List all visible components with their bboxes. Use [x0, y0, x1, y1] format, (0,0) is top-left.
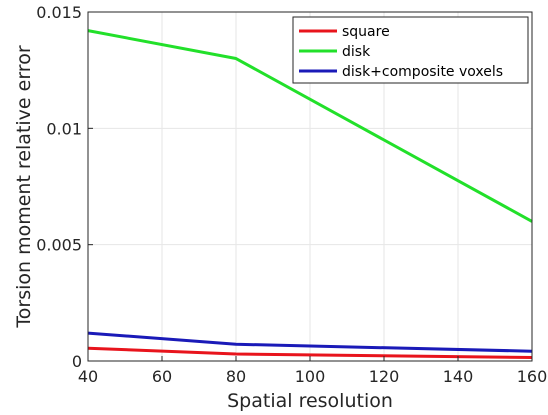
- legend-label: square: [342, 24, 390, 40]
- y-tick-label: 0: [72, 352, 82, 371]
- legend-label: disk+composite voxels: [342, 64, 503, 80]
- x-tick-label: 140: [443, 367, 474, 386]
- series-line-square: [87, 346, 533, 360]
- series-lines: [87, 29, 533, 360]
- x-axis-label: Spatial resolution: [227, 390, 393, 412]
- x-tick-label: 120: [369, 367, 400, 386]
- y-tick-label: 0.015: [36, 3, 82, 22]
- x-axis: 40 60 80 100 120 140 160: [78, 356, 547, 386]
- x-tick-label: 80: [226, 367, 246, 386]
- y-axis-label: Torsion moment relative error: [13, 45, 35, 328]
- y-tick-label: 0.01: [46, 119, 82, 138]
- series-line-disk: [87, 29, 533, 223]
- x-tick-label: 40: [78, 367, 98, 386]
- x-tick-label: 160: [517, 367, 548, 386]
- y-axis: 0 0.005 0.01 0.015: [36, 3, 93, 371]
- y-tick-label: 0.005: [36, 236, 82, 255]
- legend-label: disk: [342, 44, 371, 60]
- legend: square disk disk+composite voxels: [292, 16, 529, 84]
- x-tick-label: 100: [295, 367, 326, 386]
- x-tick-label: 60: [152, 367, 172, 386]
- series-line-disk-composite-voxels: [87, 331, 533, 353]
